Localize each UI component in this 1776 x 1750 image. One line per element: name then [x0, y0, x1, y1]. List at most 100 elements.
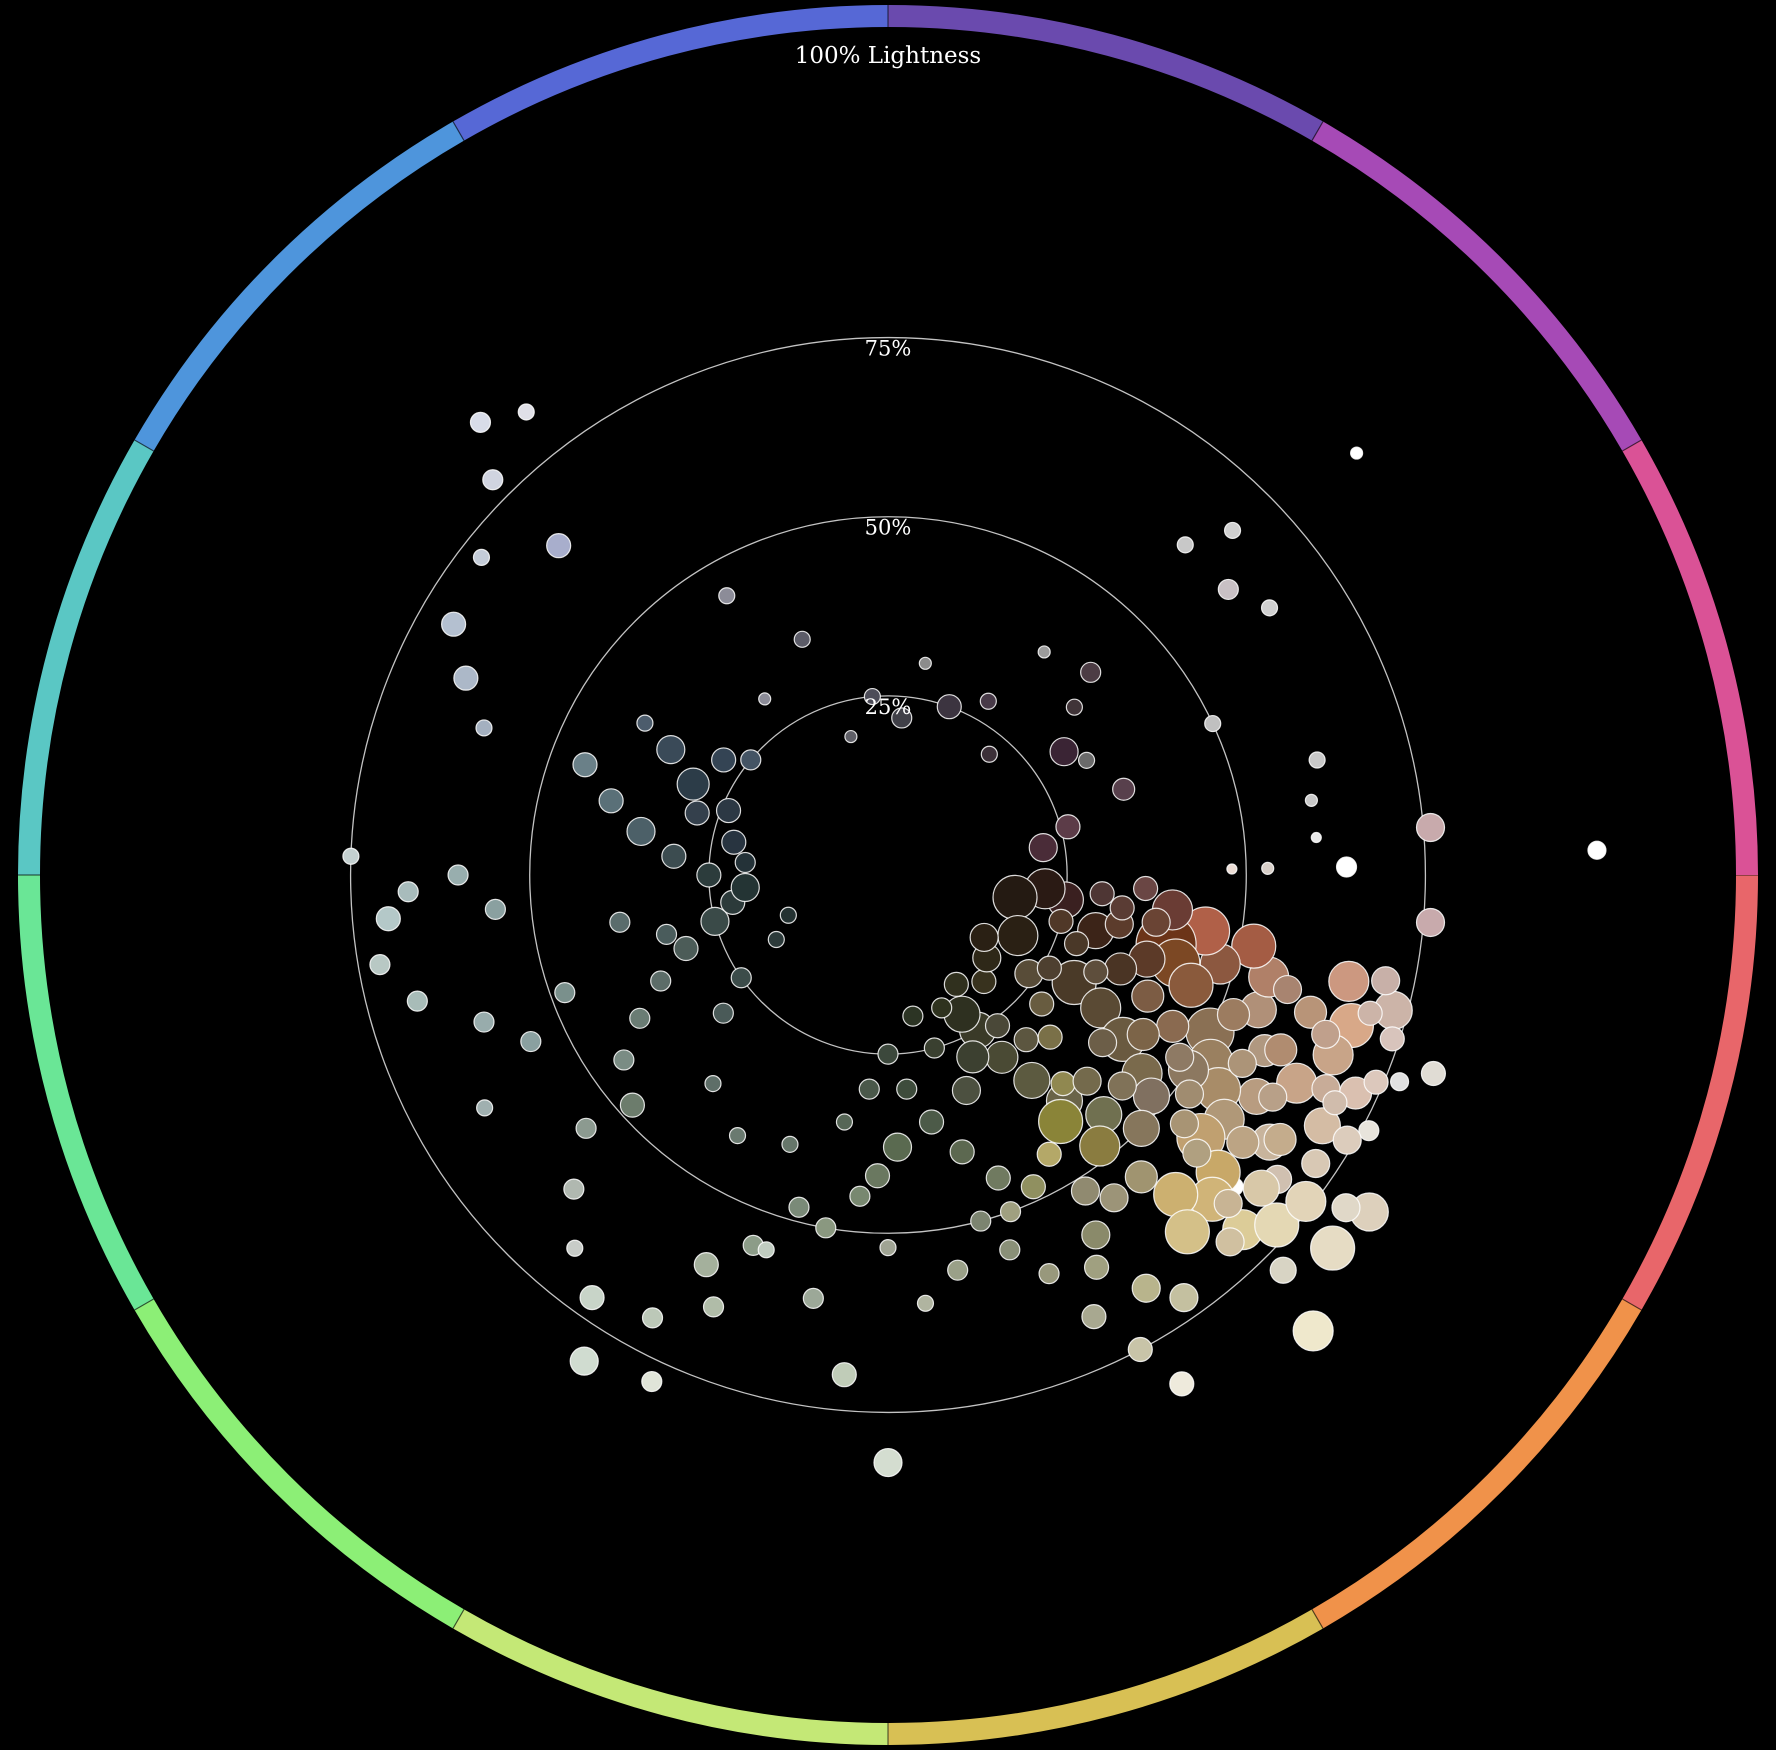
data-point — [476, 1099, 494, 1117]
data-point — [1109, 895, 1135, 921]
data-point — [721, 829, 747, 855]
data-point — [985, 1165, 1011, 1191]
data-point — [815, 1217, 837, 1239]
data-point — [517, 403, 535, 421]
data-point — [1029, 991, 1055, 1017]
data-point — [985, 1040, 1019, 1074]
data-point — [1292, 1310, 1334, 1352]
data-point — [1070, 1176, 1101, 1206]
data-point — [1272, 974, 1303, 1005]
data-point — [696, 862, 722, 888]
data-point — [1080, 661, 1102, 683]
radial-tick-label: 25% — [865, 695, 912, 719]
data-point — [949, 1139, 975, 1165]
data-point — [1261, 861, 1275, 875]
hue-ring-segment — [18, 440, 154, 876]
hue-ring-segment — [1622, 440, 1758, 876]
data-point — [712, 1002, 734, 1024]
gridline-ring — [529, 516, 1247, 1234]
data-point — [1217, 578, 1239, 601]
data-point — [740, 749, 762, 771]
data-point — [1332, 1125, 1362, 1155]
data-point — [1072, 1066, 1102, 1096]
hue-ring-segment — [134, 121, 465, 452]
data-point — [629, 1007, 651, 1029]
hue-ring-segment — [887, 1609, 1323, 1745]
data-point — [1304, 793, 1319, 807]
data-point — [575, 1117, 597, 1139]
data-point — [1065, 698, 1083, 716]
data-point — [902, 1005, 924, 1027]
data-point — [1089, 881, 1115, 907]
data-point — [781, 1135, 799, 1153]
data-point — [1215, 1227, 1245, 1257]
data-point — [1379, 1026, 1405, 1052]
data-point — [1127, 1336, 1153, 1363]
data-point — [1415, 812, 1446, 843]
hue-ring-segment — [1622, 874, 1758, 1310]
data-point — [849, 1185, 871, 1207]
data-point — [1080, 987, 1122, 1029]
data-point — [896, 1078, 918, 1100]
data-point — [1308, 751, 1326, 769]
data-point — [864, 1163, 891, 1189]
hue-ring — [18, 5, 1758, 1745]
data-point — [1335, 856, 1358, 878]
data-point — [718, 587, 736, 605]
data-point — [1126, 1017, 1160, 1052]
data-point — [684, 800, 710, 826]
data-point — [520, 1030, 542, 1053]
data-point — [1231, 923, 1277, 969]
data-point — [641, 1307, 664, 1329]
hue-ring-separator — [1622, 439, 1642, 452]
data-point — [999, 1201, 1022, 1223]
data-point — [1169, 1371, 1195, 1397]
data-point — [992, 874, 1038, 920]
data-point — [342, 847, 360, 865]
data-point — [1083, 1254, 1110, 1280]
data-point — [693, 1252, 719, 1278]
data-point — [1133, 875, 1159, 902]
data-point — [1169, 1109, 1200, 1139]
data-point — [613, 1049, 635, 1071]
data-point — [1038, 1263, 1060, 1285]
radial-tick-label: 50% — [865, 516, 912, 540]
data-point — [956, 1040, 990, 1074]
hue-ring-separator — [1311, 1609, 1324, 1629]
data-point — [369, 953, 391, 976]
data-point — [923, 1037, 945, 1059]
data-point — [1020, 1174, 1046, 1200]
data-point — [1301, 1148, 1331, 1179]
data-point — [730, 872, 760, 903]
chart-title: 100% Lightness — [795, 43, 982, 69]
data-point — [704, 1074, 722, 1093]
data-point — [734, 851, 756, 874]
data-point — [1122, 1109, 1160, 1147]
data-point — [1081, 1220, 1111, 1250]
data-point — [1182, 1138, 1212, 1168]
data-point — [980, 745, 998, 763]
data-point — [1131, 979, 1165, 1013]
data-point — [1213, 1188, 1243, 1219]
data-point — [979, 692, 997, 710]
data-point — [1269, 1256, 1297, 1284]
data-point — [1050, 1070, 1076, 1097]
data-point — [1363, 1069, 1389, 1095]
data-point — [1036, 955, 1062, 981]
data-point — [1357, 1000, 1383, 1026]
data-point — [969, 922, 999, 953]
data-point — [1083, 959, 1109, 985]
data-point — [1350, 446, 1364, 460]
hue-ring-separator — [134, 439, 154, 452]
data-point — [469, 411, 492, 433]
data-point — [1131, 1273, 1161, 1303]
data-point — [579, 1285, 605, 1311]
data-point — [984, 1013, 1011, 1039]
hue-ring-segment — [453, 5, 889, 141]
data-point — [877, 1043, 899, 1065]
data-point — [554, 982, 576, 1004]
data-point — [1168, 962, 1214, 1008]
data-point — [1013, 1027, 1039, 1053]
gridline-ring — [349, 336, 1427, 1414]
hue-ring-segment — [887, 5, 1323, 141]
